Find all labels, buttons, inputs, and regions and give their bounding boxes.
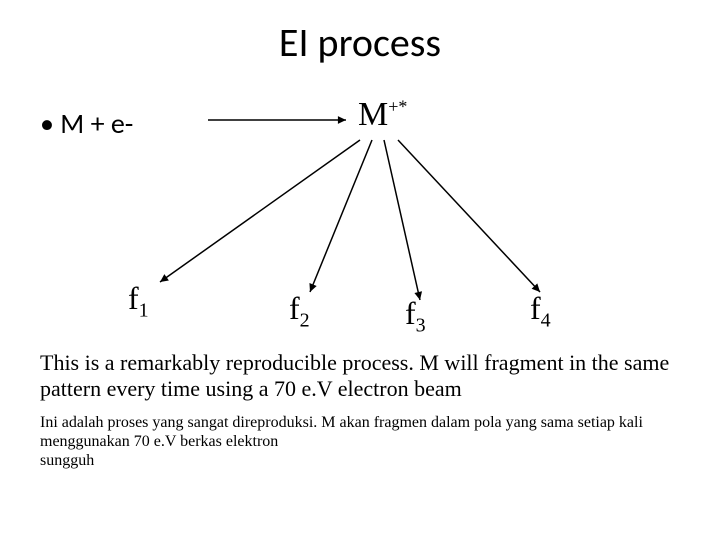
arrow-to-f1 xyxy=(160,140,360,282)
fragment-sub: 2 xyxy=(300,309,310,331)
arrow-to-f4 xyxy=(398,140,540,292)
paragraph-english: This is a remarkably reproducible proces… xyxy=(40,350,680,402)
arrow-to-f2 xyxy=(309,140,372,292)
fragment-sub: 3 xyxy=(416,314,426,336)
fragment-base: f xyxy=(289,290,300,326)
fragment-label-3: f3 xyxy=(405,295,426,337)
fragment-sub: 4 xyxy=(541,309,551,331)
fragment-base: f xyxy=(128,280,139,316)
fragment-label-1: f1 xyxy=(128,280,149,322)
fragment-label-4: f4 xyxy=(530,290,551,332)
arrow-main xyxy=(208,116,346,124)
paragraph-indonesian: Ini adalah proses yang sangat direproduk… xyxy=(40,414,680,471)
fragment-label-2: f2 xyxy=(289,290,310,332)
fragment-sub: 1 xyxy=(139,299,149,321)
slide: EI process • M + e- M+* f1f2f3f4 This is… xyxy=(0,0,720,540)
fragment-base: f xyxy=(405,295,416,331)
arrow-to-f3 xyxy=(384,140,422,300)
fragment-base: f xyxy=(530,290,541,326)
